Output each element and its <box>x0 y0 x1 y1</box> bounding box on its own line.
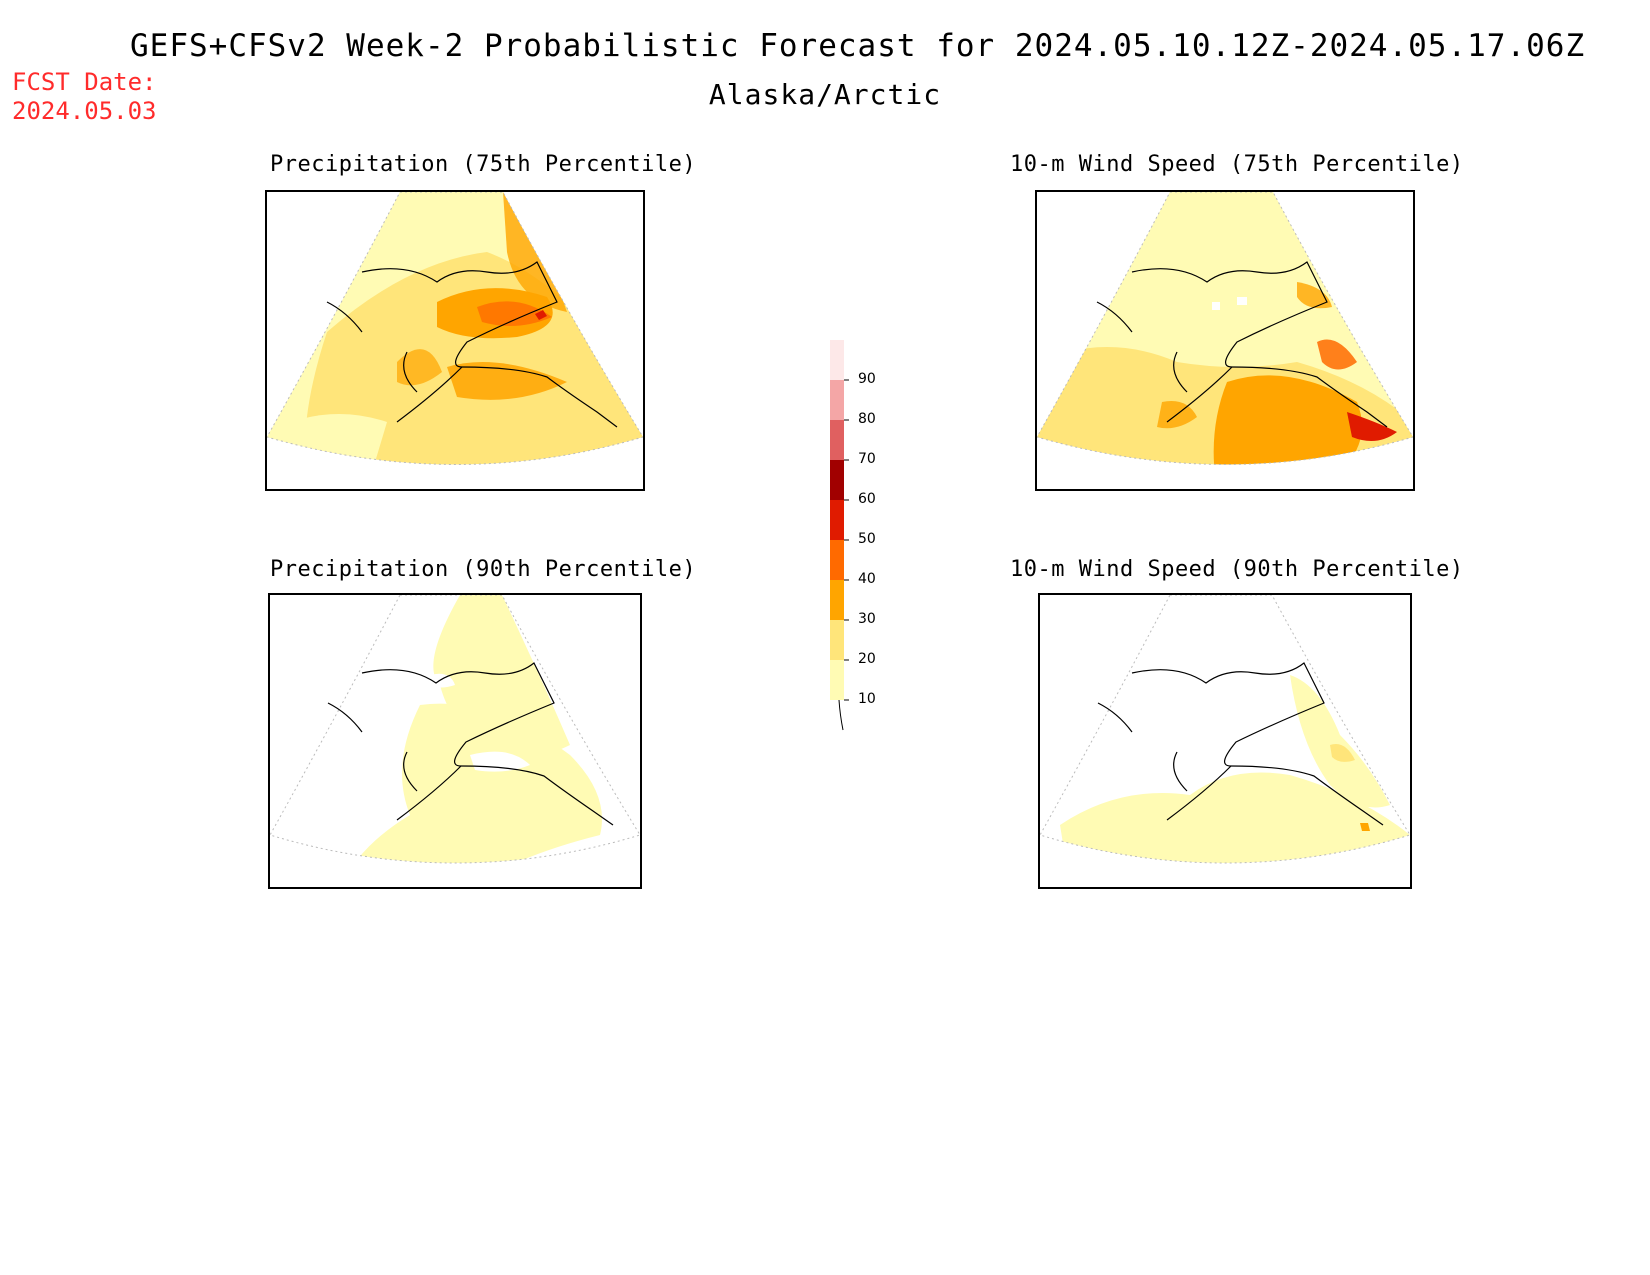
forecast-date: FCST Date: 2024.05.03 <box>12 68 157 126</box>
colorbar-label: 30 <box>858 611 876 627</box>
colorbar-swatch <box>830 420 844 460</box>
colorbar-swatch <box>830 540 844 580</box>
colorbar-label: 10 <box>858 691 876 707</box>
colorbar-label: 70 <box>858 451 876 467</box>
colorbar-swatch <box>830 460 844 500</box>
figure-title: GEFS+CFSv2 Week-2 Probabilistic Forecast… <box>130 28 1586 64</box>
colorbar-label: 40 <box>858 571 876 587</box>
map-precip-90 <box>268 593 642 889</box>
colorbar-label: 50 <box>858 531 876 547</box>
colorbar-swatch <box>830 340 844 380</box>
colorbar-label: 90 <box>858 371 876 387</box>
colorbar-label: 20 <box>858 651 876 667</box>
colorbar-swatch <box>830 580 844 620</box>
figure-subtitle: Alaska/Arctic <box>708 78 942 111</box>
forecast-date-value: 2024.05.03 <box>12 97 157 125</box>
colorbar-swatch <box>830 620 844 660</box>
forecast-date-label: FCST Date: <box>12 68 157 96</box>
panel-title-precip-90: Precipitation (90th Percentile) <box>270 557 697 582</box>
map-wind-75 <box>1035 190 1415 491</box>
panel-title-precip-75: Precipitation (75th Percentile) <box>270 152 697 177</box>
map-wind-90 <box>1038 593 1412 889</box>
panel-title-wind-75: 10-m Wind Speed (75th Percentile) <box>1010 152 1464 177</box>
colorbar-swatch <box>830 500 844 540</box>
panel-title-wind-90: 10-m Wind Speed (90th Percentile) <box>1010 557 1464 582</box>
colorbar-label: 60 <box>858 491 876 507</box>
colorbar <box>815 330 875 750</box>
colorbar-label: 80 <box>858 411 876 427</box>
map-precip-75 <box>265 190 645 491</box>
colorbar-swatch <box>830 660 844 700</box>
colorbar-swatch <box>830 380 844 420</box>
